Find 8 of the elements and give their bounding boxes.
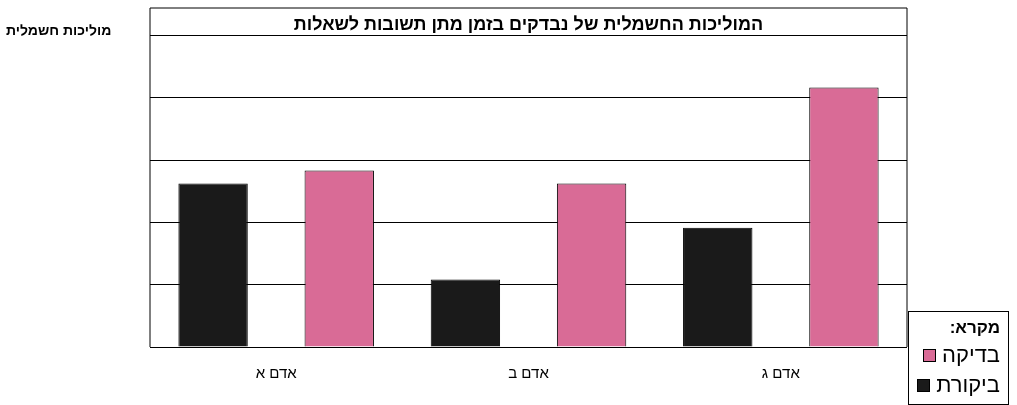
y-axis-title: מוליכות חשמלית (6, 22, 112, 38)
x-tick-label: אדם א (255, 364, 298, 382)
chart-title: המוליכות החשמלית של נבדקים בזמן מתן תשובות לשאלות (293, 13, 764, 34)
legend-label: ביקורת (936, 372, 1000, 398)
legend-label: בדיקה (942, 342, 1000, 368)
x-tick-label: אדם ג (761, 364, 801, 382)
x-tick-label: אדם ב (508, 364, 550, 382)
legend-title: מקרא: (948, 318, 1000, 338)
